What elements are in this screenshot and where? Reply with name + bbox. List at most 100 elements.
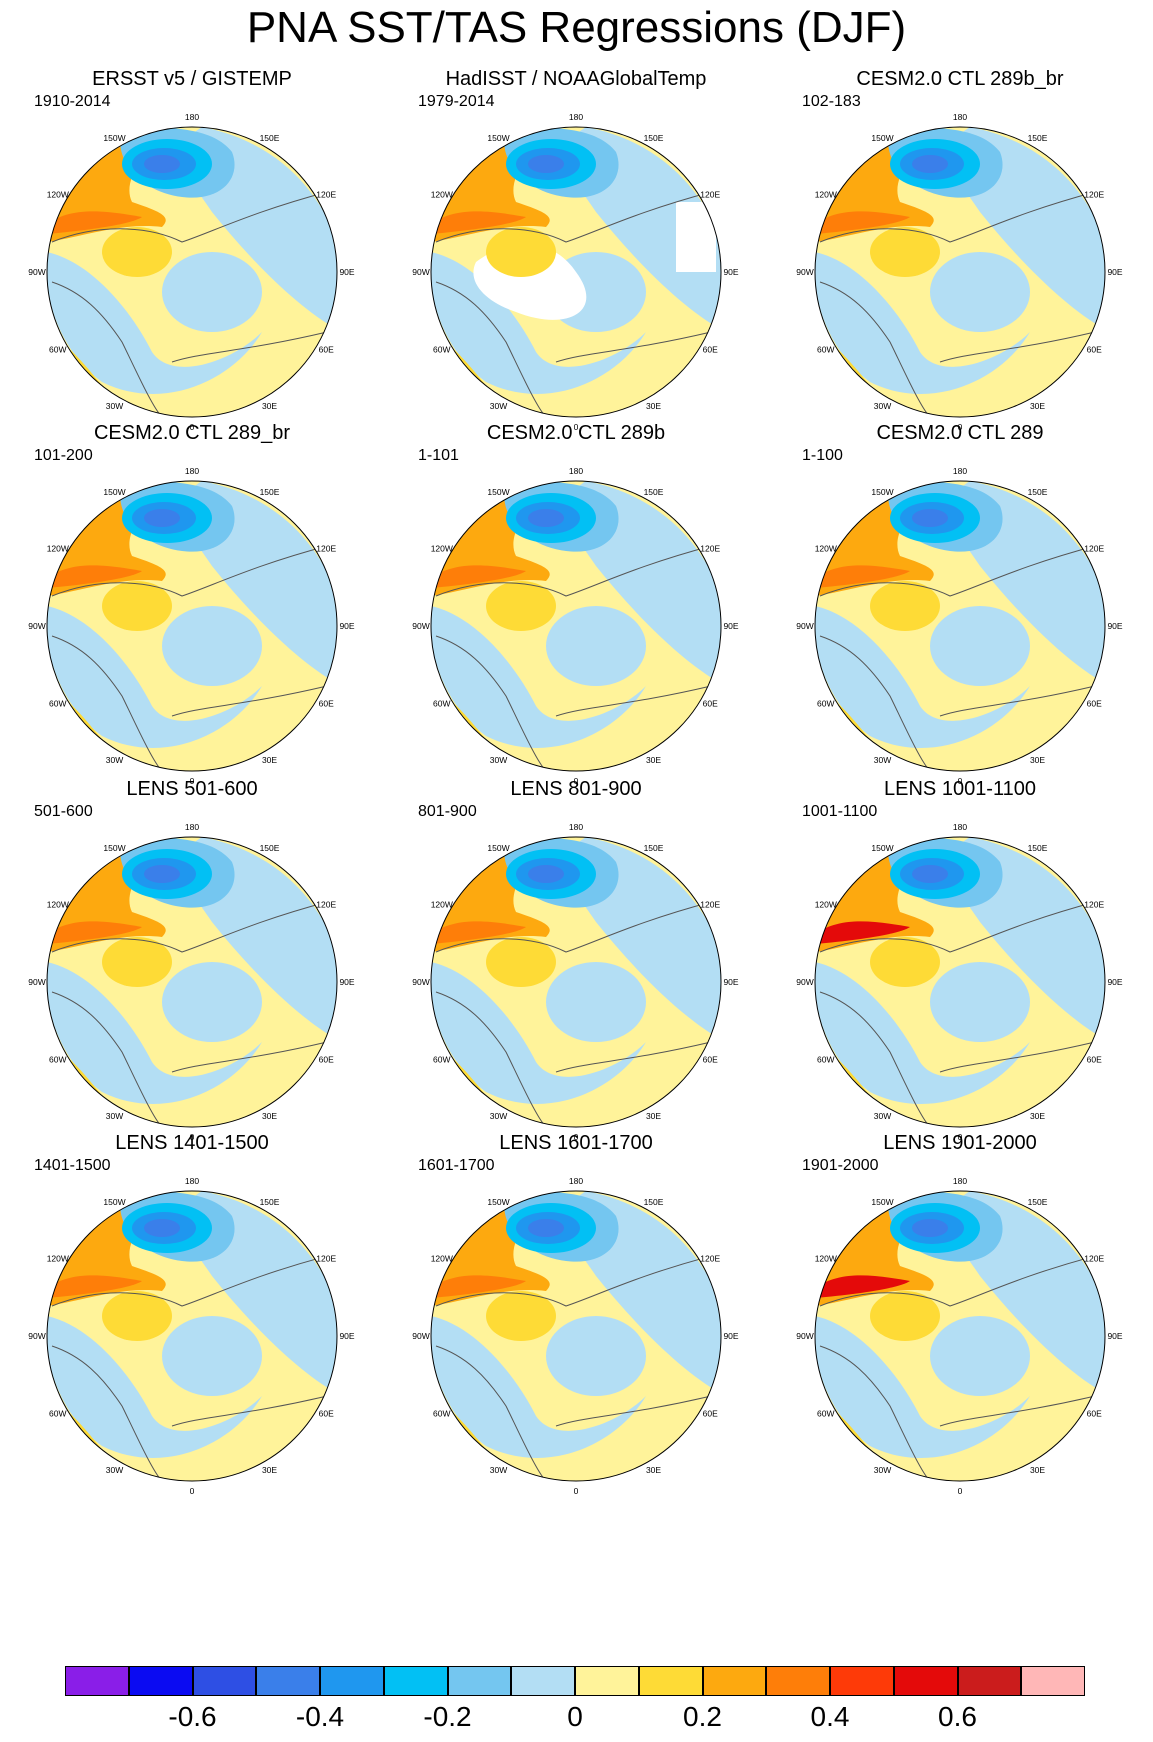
- colorbar-box: [256, 1666, 320, 1696]
- warm-core-na-west: [815, 921, 910, 944]
- longitude-label: 60E: [319, 1409, 334, 1419]
- longitude-label: 30W: [490, 1465, 507, 1475]
- longitude-label: 60E: [703, 1055, 718, 1065]
- cool-region-atlantic: [47, 252, 262, 394]
- map-border: [814, 480, 1106, 772]
- longitude-label: 120E: [700, 900, 720, 910]
- warm-region-canada: [102, 1291, 172, 1341]
- longitude-label: 90W: [796, 977, 813, 987]
- polar-map: 180 150E 120E 90E 60E 30E 0 30W 60W 90W 120W 150W: [28, 112, 355, 432]
- cold-region-pacific-center: [912, 509, 948, 527]
- polar-map: 180 150E 120E 90E 60E 30E 0 30W 60W 90W 120W 150W: [28, 466, 355, 786]
- longitude-label: 120W: [815, 544, 837, 554]
- longitude-label: 30W: [106, 401, 123, 411]
- longitude-label: 120W: [815, 1254, 837, 1264]
- map-border: [430, 1190, 722, 1482]
- map-border: [814, 836, 1106, 1128]
- longitude-label: 30E: [646, 1111, 661, 1121]
- longitude-label: 30E: [262, 1111, 277, 1121]
- polar-map: 180 150E 120E 90E 60E 30E 0 30W 60W 90W 120W 150W: [796, 822, 1123, 1142]
- panel-title: LENS 1901-2000: [883, 1132, 1037, 1154]
- cool-region-atlantic: [431, 962, 646, 1104]
- warm-core-na-west: [431, 565, 526, 588]
- longitude-label: 90W: [28, 267, 45, 277]
- longitude-label: 120W: [431, 190, 453, 200]
- longitude-label: 150W: [871, 133, 893, 143]
- colorbar-box: [893, 1666, 958, 1696]
- longitude-label: 180: [185, 822, 199, 832]
- longitude-label: 120W: [431, 544, 453, 554]
- polar-map: 180 150E 120E 90E 60E 30E 0 30W 60W 90W 120W 150W: [28, 822, 355, 1142]
- longitude-label: 30W: [490, 1111, 507, 1121]
- longitude-label: 90E: [339, 977, 354, 987]
- map-panel: LENS 1901-2000 1901-2000 180 150E 120E 90E 60E…: [768, 1130, 1152, 1524]
- map-border: [814, 1190, 1106, 1482]
- longitude-label: 60W: [49, 1409, 66, 1419]
- longitude-label: 0: [190, 776, 195, 786]
- longitude-label: 150E: [644, 133, 664, 143]
- longitude-label: 150E: [1028, 1197, 1048, 1207]
- map-panel: CESM2.0 CTL 289b_br 102-183 180 150E 120E 90E…: [768, 66, 1152, 460]
- panel-years: 1001-1100: [802, 803, 878, 820]
- panel-title: CESM2.0 CTL 289b: [486, 422, 666, 444]
- cool-region-atlantic: [815, 606, 1030, 748]
- longitude-label: 120W: [431, 900, 453, 910]
- coastlines: [51, 1255, 328, 1481]
- polar-map: 180 150E 120E 90E 60E 30E 0 30W 60W 90W 120W 150W: [412, 466, 739, 786]
- cold-region-pacific-center: [528, 155, 564, 173]
- longitude-label: 150W: [103, 487, 125, 497]
- longitude-label: 120E: [700, 190, 720, 200]
- map-panel: LENS 501-600 501-600 180 150E 120E 90E 60E 30E 0…: [0, 776, 384, 1170]
- panel-years: 801-900: [418, 803, 477, 820]
- warm-region-canada: [870, 227, 940, 277]
- panel-title: CESM2.0 CTL 289_br: [93, 422, 290, 444]
- cold-region-pacific-center: [144, 155, 180, 173]
- panel-title: LENS 1001-1100: [884, 778, 1036, 800]
- map-panel: ERSST v5 / GISTEMP 1910-2014 180 150E 120E 90…: [0, 66, 384, 460]
- longitude-label: 150W: [487, 843, 509, 853]
- longitude-label: 60E: [1087, 1055, 1102, 1065]
- longitude-label: 60W: [49, 1055, 66, 1065]
- coastlines: [819, 191, 1096, 417]
- longitude-label: 150W: [103, 1197, 125, 1207]
- longitude-label: 150W: [871, 843, 893, 853]
- longitude-label: 120W: [47, 190, 69, 200]
- longitude-label: 150W: [487, 1197, 509, 1207]
- warm-core-na-west: [47, 211, 142, 234]
- longitude-label: 0: [574, 1486, 579, 1496]
- longitude-label: 30W: [874, 401, 891, 411]
- longitude-label: 150W: [103, 843, 125, 853]
- panel-title: LENS 1601-1700: [499, 1132, 653, 1154]
- coastlines: [435, 1255, 712, 1481]
- longitude-label: 90E: [339, 267, 354, 277]
- longitude-label: 90W: [796, 1331, 813, 1341]
- longitude-label: 120E: [700, 1254, 720, 1264]
- cold-region-pacific-center: [144, 865, 180, 883]
- warm-region-canada: [486, 937, 556, 987]
- longitude-label: 90W: [412, 267, 429, 277]
- longitude-label: 60E: [319, 345, 334, 355]
- polar-map: 180 150E 120E 90E 60E 30E 0 30W 60W 90W 120W 150W: [796, 1176, 1123, 1496]
- longitude-label: 180: [185, 466, 199, 476]
- colorbar-box: [383, 1666, 448, 1696]
- panel-years: 101-200: [34, 447, 93, 464]
- polar-map: 180 150E 120E 90E 60E 30E 0 30W 60W 90W 120W 150W: [412, 1176, 739, 1496]
- coastlines: [51, 901, 328, 1127]
- colorbar-box: [830, 1666, 894, 1696]
- longitude-label: 150E: [260, 843, 280, 853]
- polar-map: 180 150E 120E 90E 60E 30E 0 30W 60W 90W 120W 150W: [28, 1176, 355, 1496]
- longitude-label: 150W: [871, 487, 893, 497]
- longitude-label: 30W: [874, 1111, 891, 1121]
- panel-years: 1901-2000: [802, 1157, 879, 1174]
- map-panel: LENS 1401-1500 1401-1500 180 150E 120E 90E 60E…: [0, 1130, 384, 1524]
- map-panel: CESM2.0 CTL 289b 1-101 180 150E 120E 90E 60E 30…: [384, 420, 768, 814]
- colorbar-label: -0.4: [295, 1701, 345, 1732]
- colorbar-box: [702, 1666, 767, 1696]
- longitude-label: 90E: [1107, 267, 1122, 277]
- longitude-label: 90W: [28, 977, 45, 987]
- longitude-label: 90W: [412, 1331, 429, 1341]
- warm-region-canada: [870, 581, 940, 631]
- longitude-label: 150E: [644, 1197, 664, 1207]
- cool-region-atlantic: [431, 606, 646, 748]
- longitude-label: 60E: [1087, 699, 1102, 709]
